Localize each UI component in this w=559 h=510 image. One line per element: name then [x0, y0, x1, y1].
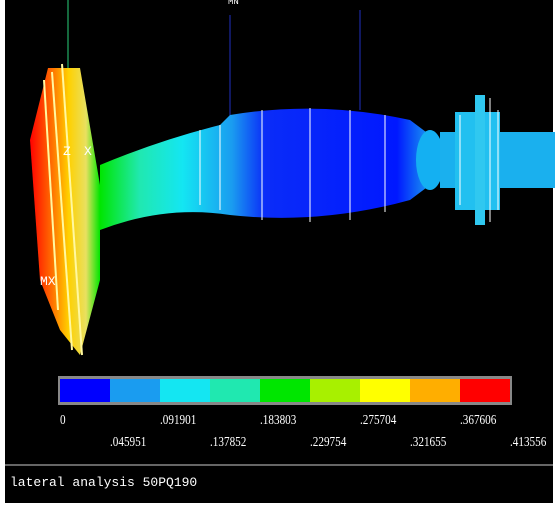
node-label: MX	[40, 274, 56, 289]
scale-band	[310, 379, 360, 402]
axis-label: X	[84, 144, 92, 159]
scale-label: .367606	[460, 412, 496, 427]
scale-band	[260, 379, 310, 402]
scale-label: .137852	[210, 434, 246, 449]
scale-label: 0	[60, 412, 66, 427]
caption: lateral analysis 50PQ190	[10, 475, 197, 490]
model	[30, 0, 555, 356]
scale-band	[460, 379, 510, 402]
scale-label: .045951	[110, 434, 146, 449]
scale-label: .321655	[410, 434, 446, 449]
scale-label: .275704	[360, 412, 397, 427]
scale-band	[110, 379, 160, 402]
scale-band	[360, 379, 410, 402]
color-scale: 0 .045951 .091901 .137852 .183803 .229754 .275…	[58, 376, 546, 449]
scale-band	[160, 379, 210, 402]
axis-label: Z	[63, 144, 71, 159]
scale-label: .229754	[310, 434, 347, 449]
scale-label: .183803	[260, 412, 296, 427]
scale-label: .413556	[510, 434, 546, 449]
node-label: MN	[228, 0, 239, 7]
scale-band	[410, 379, 460, 402]
scale-label: .091901	[160, 412, 196, 427]
scale-band	[210, 379, 260, 402]
scale-band	[60, 379, 110, 402]
